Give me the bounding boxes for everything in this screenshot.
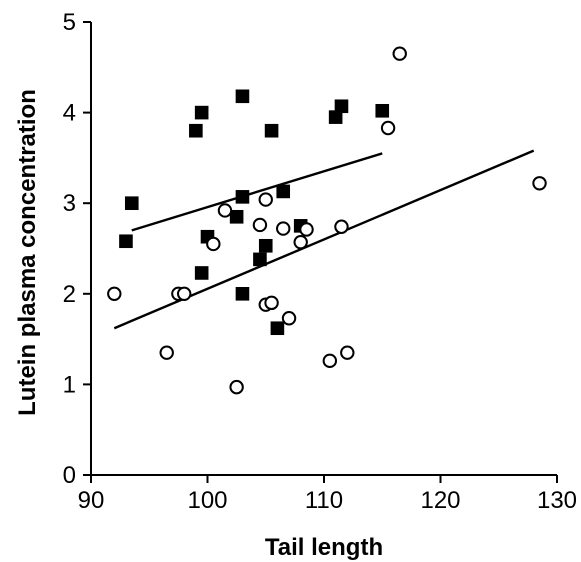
circle-data-point — [322, 353, 338, 369]
square-data-point — [194, 266, 209, 280]
square-data-point — [276, 184, 291, 199]
circle-data-point — [258, 192, 273, 207]
y-tick-label: 5 — [63, 9, 76, 36]
circle-data-point — [107, 286, 122, 301]
square-series-fit-line — [131, 152, 383, 232]
square-data-point — [235, 190, 250, 204]
square-data-point — [334, 99, 349, 114]
circle-data-point — [206, 236, 221, 252]
circle-data-point — [177, 286, 192, 301]
circle-data-point — [252, 217, 268, 233]
circle-data-point — [264, 295, 279, 311]
y-tick-label: 0 — [63, 462, 76, 489]
circle-data-point — [281, 311, 297, 326]
fit-lines — [113, 149, 535, 330]
square-data-point — [328, 110, 343, 124]
circle-data-point — [229, 379, 244, 395]
square-data-point — [270, 321, 285, 336]
circle-data-point — [293, 234, 308, 250]
circle-data-point — [299, 222, 314, 237]
circle-data-point — [380, 120, 396, 136]
circle-data-point — [340, 345, 355, 360]
square-data-point — [264, 123, 279, 138]
x-axis-title: Tail length — [265, 534, 383, 561]
x-tick-label: 120 — [420, 487, 460, 514]
y-axis-title: Lutein plasma concentration — [14, 89, 41, 416]
x-tick-label: 130 — [537, 487, 577, 514]
square-data-point — [229, 209, 244, 224]
axes — [90, 22, 557, 476]
square-data-point — [375, 103, 390, 118]
axis-labels: 0 1 2 3 4 5 90 100 110 120 130 Tail length Lutein pl… — [14, 9, 577, 561]
square-data-point — [194, 105, 209, 120]
square-data-point — [235, 287, 250, 301]
circle-data-point — [217, 203, 233, 218]
square-data-point — [189, 123, 203, 138]
square-data-point — [119, 234, 133, 249]
circle-data-point — [334, 219, 349, 234]
x-tick-label: 90 — [78, 487, 105, 514]
circle-data-point — [532, 176, 547, 191]
square-data-point — [258, 238, 273, 253]
x-tick-label: 110 — [305, 487, 343, 514]
y-tick-label: 2 — [63, 281, 76, 308]
y-tick-label: 3 — [63, 190, 76, 217]
circle-data-point — [392, 46, 407, 61]
square-data-point — [124, 196, 139, 210]
square-data-point — [253, 252, 267, 267]
circle-data-point — [276, 221, 291, 236]
y-tick-label: 4 — [63, 100, 76, 127]
x-tick-label: 100 — [187, 487, 227, 514]
data-points — [107, 46, 547, 395]
axis-ticks — [83, 21, 558, 483]
y-tick-label: 1 — [63, 371, 76, 398]
circle-data-point — [159, 345, 174, 360]
square-data-point — [235, 89, 250, 104]
circle-series-fit-line — [113, 149, 535, 330]
